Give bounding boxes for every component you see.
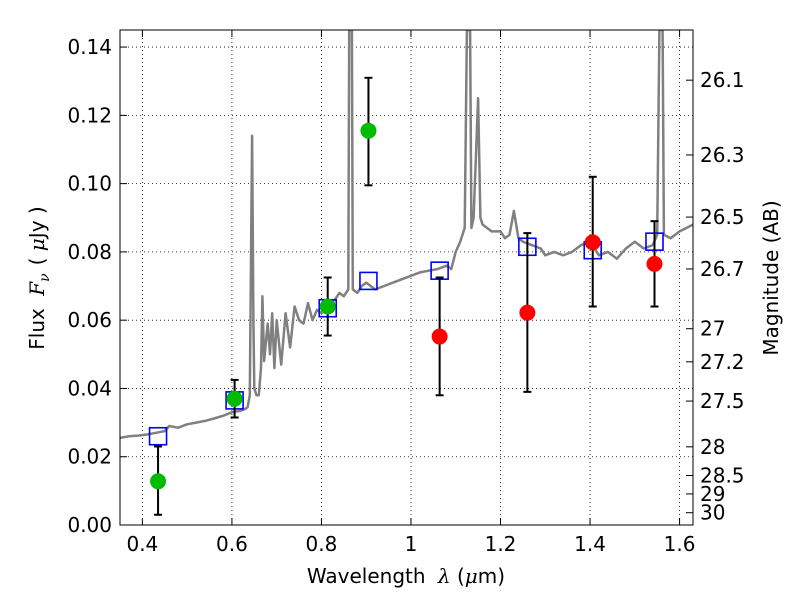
red-data-point: [431, 328, 448, 345]
model-square-point: [359, 271, 378, 291]
spectrum-line: [120, 30, 693, 440]
green-data-point: [319, 298, 336, 315]
y-tick-label: 0.00: [67, 513, 112, 537]
x-axis-label: Wavelength λ (μm): [307, 564, 505, 588]
mag-tick-label: 26.1: [700, 68, 745, 92]
plot-frame: [119, 29, 694, 526]
y-tick-label: 0.08: [67, 240, 112, 264]
red-data-point: [646, 255, 663, 272]
y-tick-label: 0.12: [67, 103, 112, 127]
markers-layer: [148, 76, 664, 516]
mag-tick-label: 29: [700, 482, 725, 506]
y-tick-label: 0.02: [67, 445, 112, 469]
mag-tick-label: 27.5: [700, 389, 745, 413]
mag-tick-label: 27: [700, 317, 725, 341]
y-tick-label: 0.10: [67, 172, 112, 196]
x-tick-label: 0.8: [306, 532, 338, 556]
y-tick-label: 0.06: [67, 308, 112, 332]
y2-axis-label: Magnitude (AB): [759, 200, 783, 355]
grid: [120, 30, 693, 526]
mag-tick-label: 28: [700, 435, 725, 459]
red-data-point: [584, 234, 601, 251]
ticks-layer: 0.4 0.6 0.8 1 1.2 1.4 1.6 0.00 0.02 0.04 0.06 0.08 0…: [67, 30, 745, 556]
spectrum-layer: [120, 30, 693, 440]
mag-tick-label: 28.5: [700, 464, 745, 488]
mag-tick-label: 26.5: [700, 205, 745, 229]
green-data-point: [150, 473, 167, 490]
mag-tick-label: 26.3: [700, 143, 745, 167]
x-tick-label: 1: [405, 532, 418, 556]
x-tick-label: 1.6: [664, 532, 696, 556]
mag-tick-label: 26.7: [700, 257, 745, 281]
green-data-point: [226, 390, 243, 407]
x-tick-label: 0.6: [216, 532, 248, 556]
x-tick-label: 0.4: [126, 532, 158, 556]
red-data-point: [519, 304, 536, 321]
green-data-point: [360, 122, 377, 139]
y-tick-label: 0.14: [67, 35, 112, 59]
y-axis-label: Flux Fν( μJy ): [25, 206, 53, 349]
mag-tick-label: 27.2: [700, 350, 745, 374]
x-tick-label: 1.4: [574, 532, 606, 556]
y-tick-label: 0.04: [67, 376, 112, 400]
mag-tick-label: 30: [700, 501, 725, 525]
x-tick-label: 1.2: [485, 532, 517, 556]
model-square-point: [148, 426, 168, 446]
